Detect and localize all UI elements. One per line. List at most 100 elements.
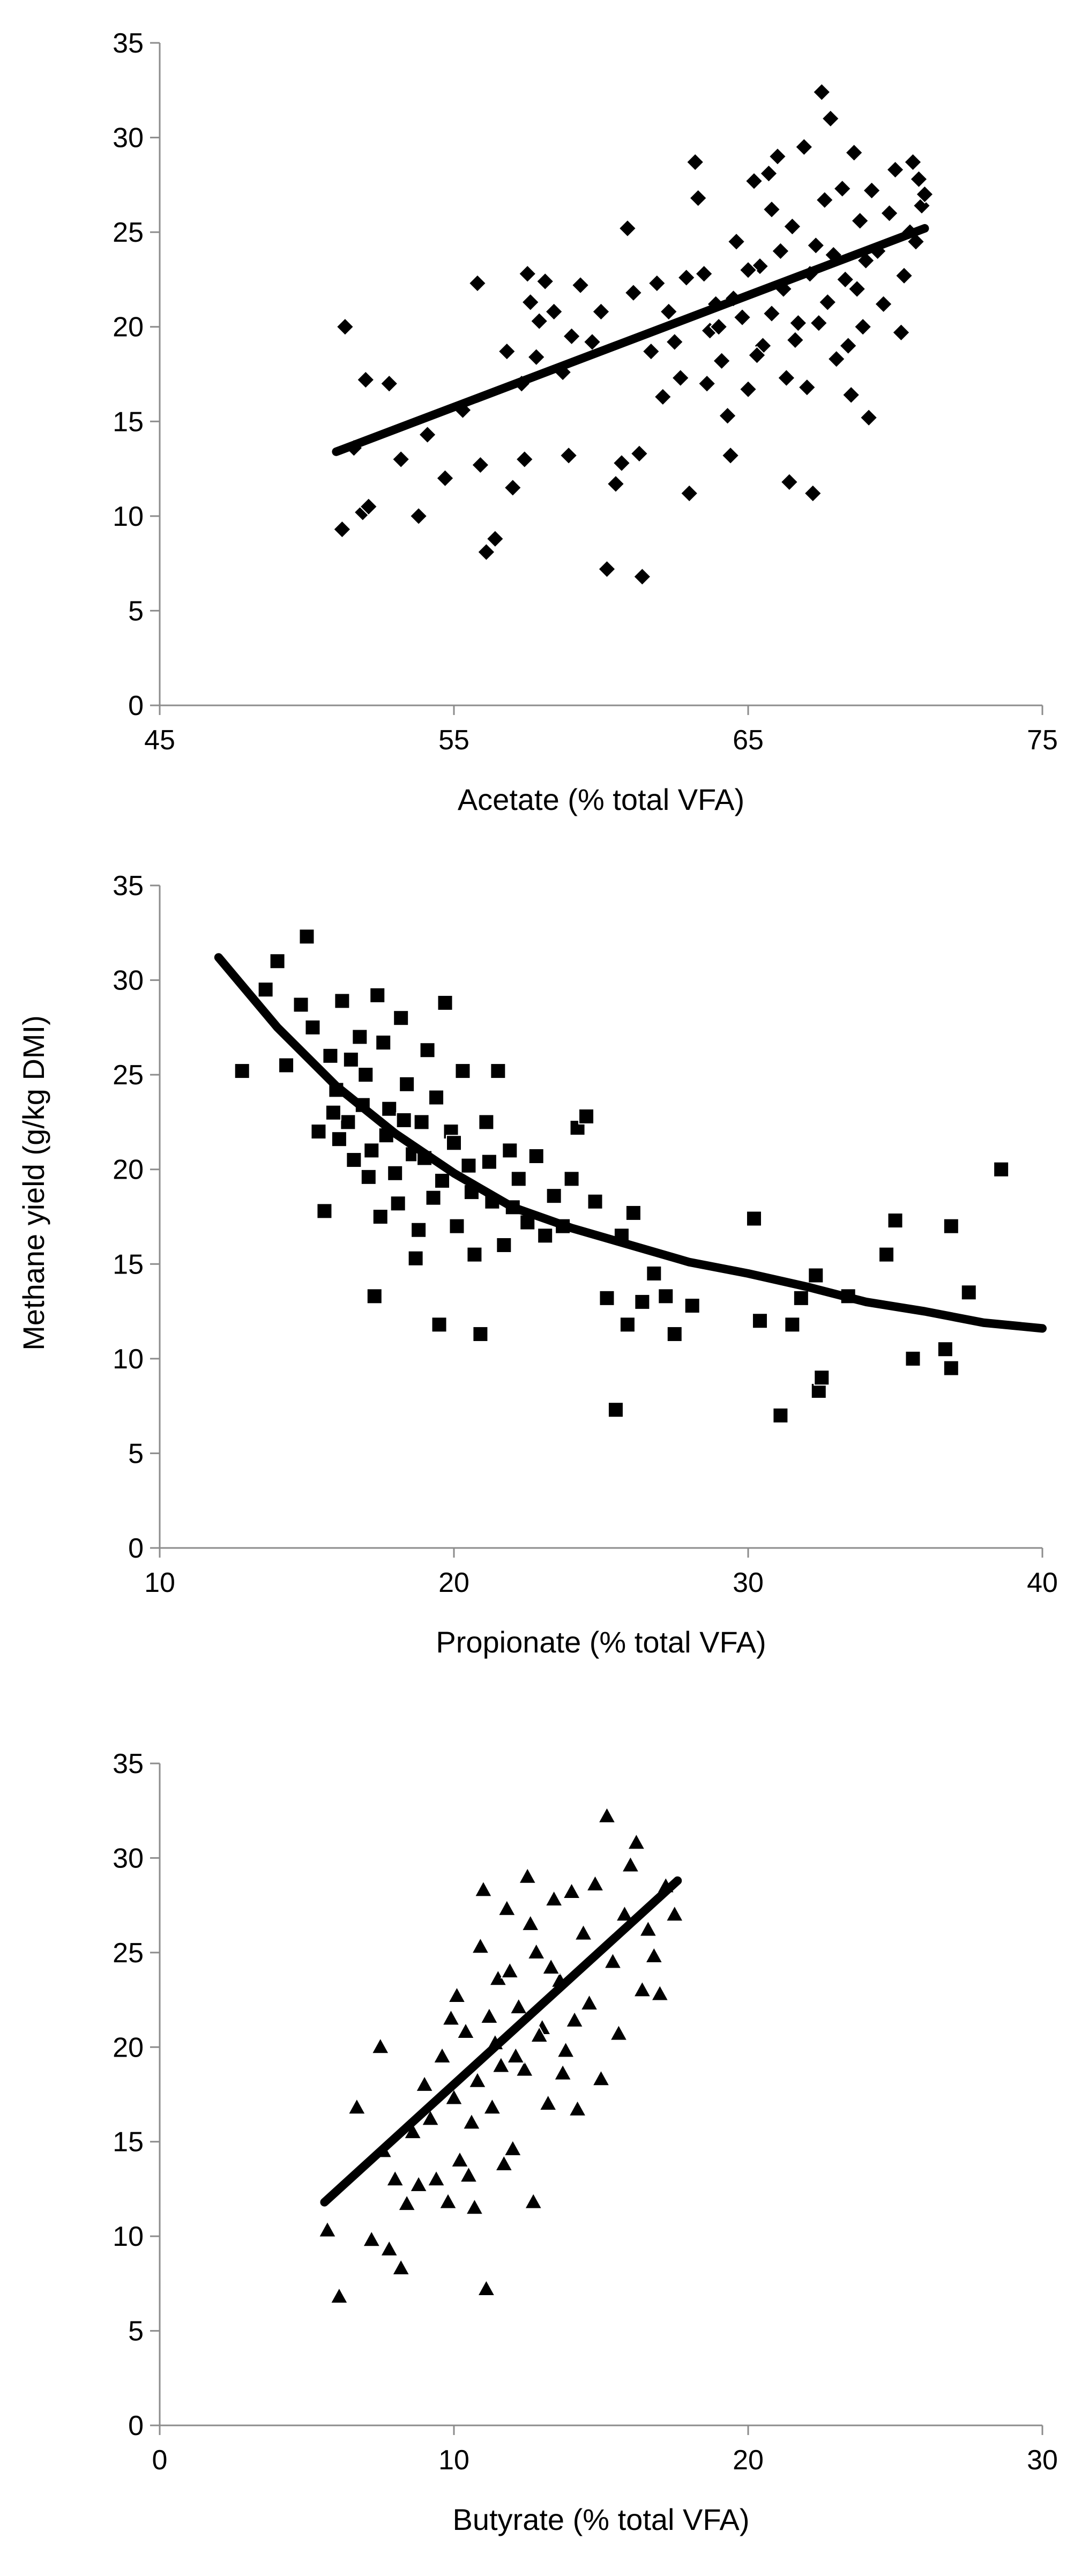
data-point bbox=[563, 1171, 580, 1187]
data-point bbox=[653, 387, 673, 406]
data-point bbox=[841, 385, 861, 405]
data-point bbox=[886, 160, 905, 180]
data-point bbox=[409, 507, 428, 526]
data-point bbox=[689, 189, 708, 207]
data-point bbox=[578, 1108, 595, 1125]
data-point bbox=[680, 484, 699, 503]
data-point bbox=[546, 1188, 562, 1204]
y-tick-label: 15 bbox=[113, 1249, 144, 1280]
data-point bbox=[459, 2165, 479, 2183]
data-point bbox=[331, 1131, 347, 1148]
data-point bbox=[612, 453, 631, 473]
data-point bbox=[624, 283, 643, 302]
data-point bbox=[486, 529, 505, 548]
x-tick-label: 30 bbox=[733, 1567, 764, 1598]
x-axis-title: Acetate (% total VFA) bbox=[458, 783, 744, 816]
data-point bbox=[591, 2069, 611, 2087]
data-point bbox=[599, 1290, 615, 1306]
data-point bbox=[821, 109, 840, 128]
data-point bbox=[597, 1806, 617, 1823]
data-point bbox=[340, 1114, 356, 1130]
data-point bbox=[630, 444, 649, 463]
data-point bbox=[497, 342, 517, 361]
data-point bbox=[541, 1957, 561, 1975]
data-point bbox=[396, 1112, 412, 1128]
data-point bbox=[363, 1142, 380, 1159]
data-point bbox=[665, 1904, 684, 1922]
data-point bbox=[528, 1148, 544, 1164]
y-tick-label: 20 bbox=[113, 2032, 144, 2063]
data-point bbox=[815, 190, 834, 210]
data-point bbox=[503, 2139, 523, 2156]
y-tick-label: 5 bbox=[128, 595, 144, 627]
data-point bbox=[727, 232, 746, 251]
data-point bbox=[474, 1880, 493, 1897]
data-point bbox=[432, 2046, 452, 2064]
data-point bbox=[718, 406, 737, 426]
data-point bbox=[476, 542, 496, 562]
data-point bbox=[359, 497, 378, 516]
data-point bbox=[387, 1165, 404, 1181]
y-tick-label: 25 bbox=[113, 1938, 144, 1969]
data-point bbox=[347, 2097, 367, 2115]
data-point bbox=[257, 981, 274, 998]
data-point bbox=[943, 1360, 959, 1376]
data-point bbox=[603, 1952, 623, 1969]
data-point bbox=[786, 331, 805, 349]
data-point bbox=[299, 928, 315, 945]
data-point bbox=[544, 302, 564, 321]
data-point bbox=[592, 302, 610, 321]
data-point bbox=[709, 317, 728, 337]
data-point bbox=[862, 181, 881, 200]
data-point bbox=[571, 276, 590, 295]
data-point bbox=[411, 1222, 427, 1238]
data-point bbox=[515, 2059, 534, 2077]
data-point bbox=[476, 2279, 496, 2296]
data-point bbox=[556, 2041, 576, 2058]
y-tick-label: 35 bbox=[113, 870, 144, 902]
data-point bbox=[503, 478, 523, 497]
data-point bbox=[684, 1297, 700, 1314]
data-point bbox=[494, 2154, 514, 2172]
trend-line bbox=[320, 1876, 682, 2207]
data-point bbox=[568, 2099, 587, 2117]
data-point bbox=[465, 2198, 484, 2215]
data-point bbox=[471, 456, 490, 474]
data-point bbox=[496, 1237, 512, 1253]
y-tick-label: 10 bbox=[113, 1344, 144, 1375]
data-point bbox=[632, 1980, 652, 1998]
y-tick-label: 35 bbox=[113, 28, 144, 59]
data-point bbox=[647, 274, 667, 293]
data-point bbox=[943, 1218, 959, 1234]
data-point bbox=[744, 172, 764, 191]
data-point bbox=[739, 379, 758, 399]
data-point bbox=[471, 1937, 490, 1954]
chart-propionate: 0 5 10 15 20 25 30 35 10 20 30 40 Propionate (% tota… bbox=[113, 870, 1058, 1659]
data-point bbox=[587, 1193, 603, 1210]
data-point bbox=[666, 1326, 683, 1342]
data-point bbox=[418, 425, 437, 444]
data-point bbox=[782, 217, 802, 236]
data-point bbox=[460, 1157, 477, 1174]
data-point bbox=[437, 994, 453, 1011]
data-point bbox=[806, 236, 825, 255]
data-point bbox=[334, 993, 350, 1009]
data-point bbox=[748, 346, 766, 365]
data-point bbox=[322, 1047, 339, 1064]
data-point bbox=[450, 2150, 469, 2168]
x-tick-label: 0 bbox=[152, 2445, 168, 2476]
data-point bbox=[685, 153, 705, 172]
data-point bbox=[598, 560, 616, 579]
y-tick-label: 30 bbox=[113, 1843, 144, 1874]
y-tick-label: 0 bbox=[128, 2410, 144, 2441]
data-point bbox=[836, 270, 855, 289]
data-point bbox=[502, 1142, 518, 1159]
data-point bbox=[559, 446, 578, 465]
data-point bbox=[909, 169, 928, 189]
data-point bbox=[733, 308, 752, 327]
data-point bbox=[366, 1288, 383, 1305]
data-point bbox=[618, 219, 637, 238]
y-tick-label: 20 bbox=[113, 1155, 144, 1186]
data-point bbox=[325, 1104, 341, 1121]
